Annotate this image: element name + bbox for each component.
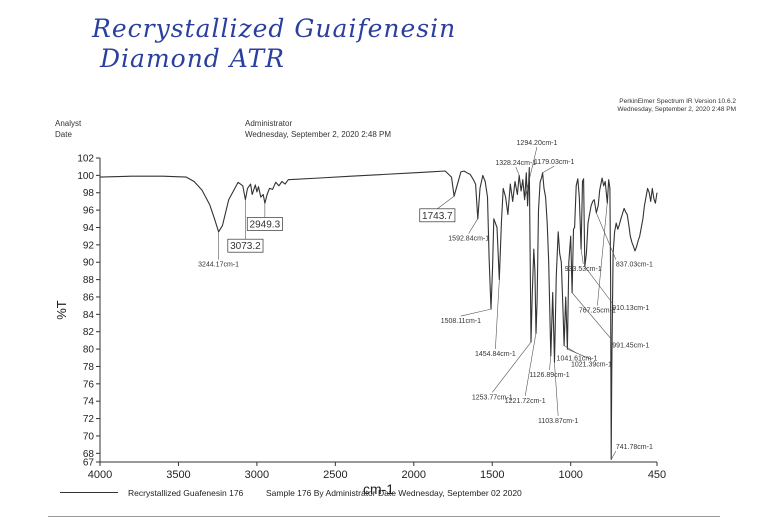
- software-date: Wednesday, September 2, 2020 2:48 PM: [617, 106, 736, 113]
- peak-label: 1021.39cm-1: [571, 361, 612, 368]
- handwritten-title: Recrystallized Guaifenesin: [92, 14, 457, 43]
- annotation-leader: [610, 450, 617, 460]
- bottom-divider: [48, 516, 720, 517]
- peak-label: 1454.84cm-1: [475, 351, 516, 358]
- annotation-leader: [515, 166, 520, 176]
- legend-line-swatch: [60, 492, 118, 493]
- sample-info: Sample 176 By Administrator Date Wednesd…: [266, 488, 522, 498]
- y-tick-label: 98: [83, 188, 95, 199]
- y-tick-label: 92: [83, 240, 95, 251]
- analyst-label: Analyst: [55, 119, 82, 128]
- chart-annotations: 3244.17cm-1 3073.2 2949.3 1743.7 1592.84cm-1…: [198, 140, 653, 460]
- peak-label: 1508.11cm-1: [441, 318, 481, 325]
- peak-label: 1592.84cm-1: [448, 236, 489, 243]
- analyst-value: Administrator: [245, 119, 293, 128]
- spectrum-line: [99, 167, 658, 460]
- y-tick-label: 72: [83, 414, 95, 425]
- annotation-leader: [495, 279, 500, 350]
- annotation-leader: [437, 195, 455, 210]
- y-tick-label: 84: [83, 310, 95, 321]
- x-tick-label: 2000: [402, 469, 426, 481]
- y-tick-label: 82: [83, 327, 95, 338]
- x-tick-label: 4000: [88, 469, 112, 481]
- annotation-box: [419, 208, 456, 223]
- peak-label: 1103.87cm-1: [538, 418, 578, 425]
- date-value: Wednesday, September 2, 2020 2:48 PM: [245, 130, 392, 139]
- y-tick-label: 90: [83, 258, 95, 269]
- annotation-leader: [542, 165, 555, 174]
- x-tick-label: 3000: [245, 469, 269, 481]
- y-tick-label: 86: [83, 292, 95, 303]
- annotation-leader: [524, 146, 538, 200]
- annotation-leader: [460, 308, 492, 317]
- x-tick-label: 450: [648, 469, 666, 481]
- annotation-leader: [571, 292, 613, 341]
- y-tick-label: 76: [83, 379, 95, 390]
- peak-label: 910.13cm-1: [612, 305, 649, 312]
- peak-label: 2949.3: [250, 219, 281, 230]
- date-label: Date: [55, 130, 72, 139]
- y-tick-label: 102: [77, 154, 94, 165]
- y-tick-label: 74: [83, 397, 95, 408]
- peak-label: 1179.03cm-1: [534, 159, 574, 166]
- x-axis-title: cm-1: [363, 481, 394, 497]
- y-tick-label: 67: [83, 458, 95, 469]
- annotation-leader: [597, 203, 608, 306]
- y-tick-label: 96: [83, 206, 95, 217]
- chart-series: [99, 167, 658, 460]
- peak-label: 1041.61cm-1: [557, 355, 598, 362]
- peak-label: 1328.24cm-1: [495, 160, 536, 167]
- annotation-leader: [595, 212, 617, 260]
- annotation-leader: [584, 266, 613, 304]
- annotation-leader: [492, 341, 532, 393]
- x-tick-label: 3500: [166, 469, 190, 481]
- y-tick-label: 80: [83, 345, 95, 356]
- y-tick-label: 70: [83, 431, 95, 442]
- annotation-leader: [549, 356, 552, 370]
- x-tick-label: 1500: [480, 469, 504, 481]
- x-tick-label: 2500: [323, 469, 347, 481]
- peak-label: 1253.77cm-1: [472, 394, 513, 401]
- peak-label: 741.78cm-1: [616, 444, 653, 451]
- peak-label: 1743.7: [422, 211, 453, 222]
- y-tick-label: 100: [77, 171, 94, 182]
- software-version: PerkinElmer Spectrum IR Version 10.6.2: [619, 98, 736, 105]
- annotation-leader: [524, 333, 537, 396]
- y-tick-label: 68: [83, 449, 95, 460]
- annotation-box: [246, 217, 283, 231]
- annotation-leader: [554, 362, 559, 416]
- y-tick-label: 88: [83, 275, 95, 286]
- peak-label: 1294.20cm-1: [517, 140, 558, 147]
- peak-label: 3073.2: [230, 241, 261, 252]
- peak-label: 767.25cm-1: [579, 308, 616, 315]
- peak-label: 933.53cm-1: [565, 266, 602, 273]
- x-tick-label: 1000: [558, 469, 582, 481]
- annotation-leader: [567, 348, 592, 360]
- legend-series-name: Recrystallized Guafenesin 176: [128, 488, 244, 498]
- peak-label: 1221.72cm-1: [505, 398, 546, 405]
- y-tick-label: 94: [83, 223, 95, 234]
- peak-label: 3244.17cm-1: [198, 262, 239, 269]
- handwritten-subtitle: Diamond ATR: [100, 44, 285, 73]
- y-tick-label: 78: [83, 362, 95, 373]
- peak-label: 991.45cm-1: [612, 342, 649, 349]
- peak-label: 837.03cm-1: [616, 262, 653, 269]
- annotation-leader: [468, 218, 478, 234]
- y-axis-title: %T: [54, 300, 69, 320]
- peak-label: 1126.89cm-1: [529, 372, 569, 379]
- annotation-box: [227, 238, 264, 253]
- annotation-leader: [580, 249, 584, 264]
